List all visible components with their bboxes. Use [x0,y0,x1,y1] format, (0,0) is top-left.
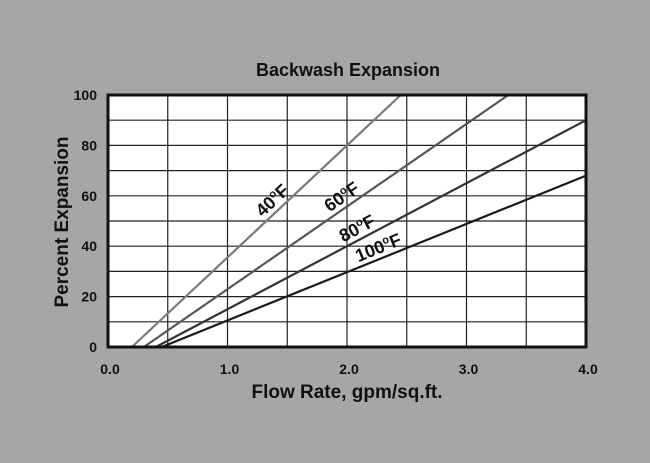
y-tick-label: 60 [81,188,97,204]
y-axis-label: Percent Expansion [52,136,73,307]
series-line [131,94,402,348]
x-tick-labels: 0.0 1.0 2.0 3.0 4.0 [100,361,598,377]
series-label-degree: o [380,233,391,247]
series-line [161,174,587,349]
x-tick-label: 0.0 [100,361,120,377]
y-tick-label: 40 [81,238,97,254]
x-tick-label: 3.0 [459,361,479,377]
series-label-degree: o [354,216,366,230]
series-line [155,119,587,348]
x-tick-label: 2.0 [339,361,359,377]
y-tick-label: 20 [81,289,97,305]
x-tick-label: 4.0 [578,361,598,377]
x-axis-label: Flow Rate, gpm/sq.ft. [251,382,442,403]
y-tick-label: 80 [81,137,97,153]
series-lines [131,94,587,349]
x-tick-label: 1.0 [220,361,240,377]
chart-title: Backwash Expansion [256,60,440,80]
plot-frame [106,93,588,349]
y-tick-label: 100 [74,87,98,103]
y-tick-labels: 0 20 40 60 80 100 [74,87,98,355]
y-tick-label: 0 [89,339,97,355]
series-line [143,94,509,348]
